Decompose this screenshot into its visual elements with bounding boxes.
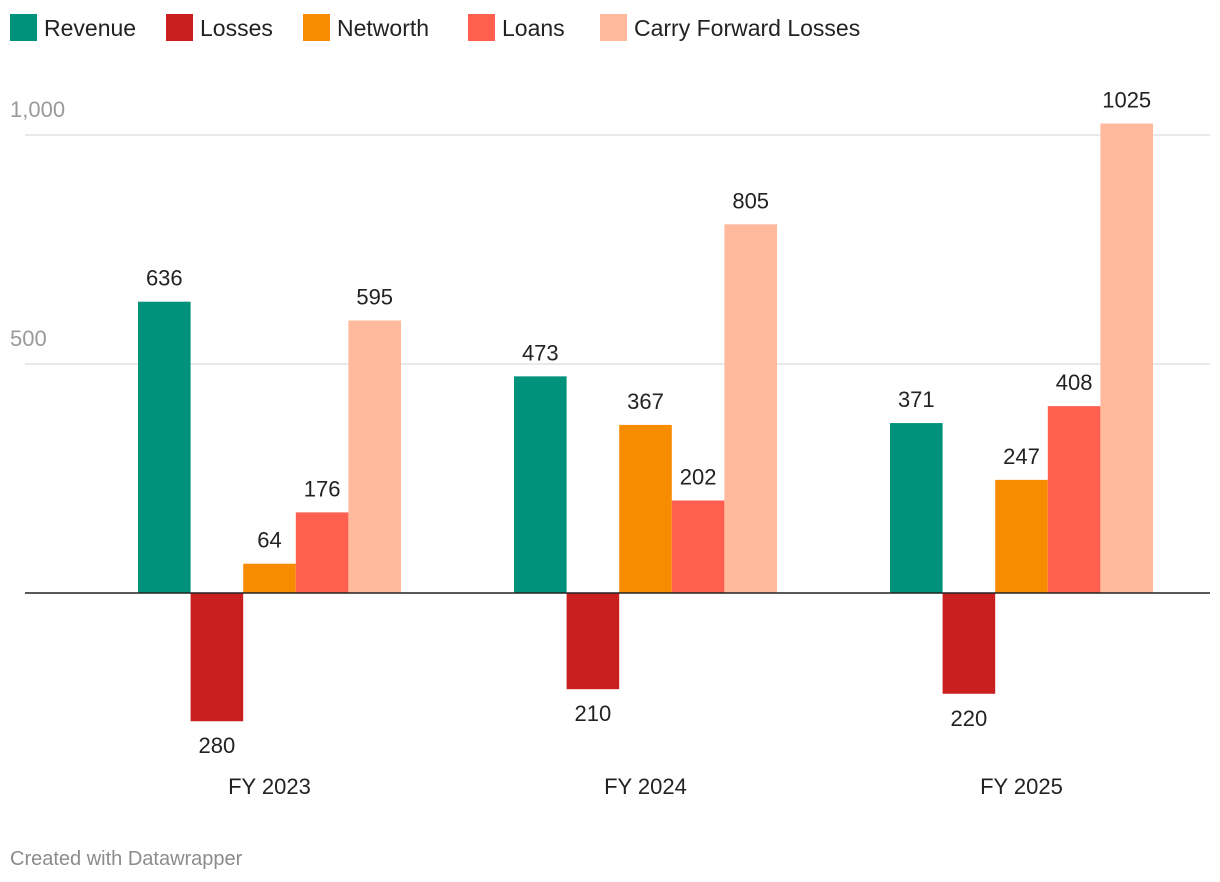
legend-label-revenue: Revenue: [44, 15, 136, 41]
value-labels: 636 280 64 176 595 473 210 367 202 805 371 220 247 40…: [146, 88, 1151, 759]
bar-revenue-2: [890, 423, 943, 593]
bar-losses-1: [566, 593, 620, 690]
value-label-carry-forward-losses-0: 595: [356, 284, 393, 309]
legend-swatch-networth: [303, 14, 330, 41]
value-label-networth-1: 367: [627, 389, 664, 414]
gridlines: 500 1,000: [10, 97, 1210, 365]
bar-networth-1: [619, 424, 672, 593]
bar-carry-forward-losses-1: [724, 224, 777, 593]
bar-losses-0: [190, 593, 244, 722]
bar-loans-1: [671, 500, 725, 593]
bar-carry-forward-losses-2: [1100, 123, 1153, 594]
bars: [138, 123, 1153, 722]
legend-swatch-loans: [468, 14, 495, 41]
value-label-loans-0: 176: [304, 476, 341, 501]
value-label-networth-0: 64: [257, 528, 281, 553]
bar-revenue-0: [138, 301, 191, 593]
legend-label-loans: Loans: [502, 15, 565, 41]
category-label-2: FY 2025: [980, 774, 1063, 799]
bar-loans-0: [295, 512, 349, 593]
bar-revenue-1: [514, 376, 567, 593]
value-label-carry-forward-losses-1: 805: [732, 188, 769, 213]
legend-swatch-carry-forward-losses: [600, 14, 627, 41]
legend-label-networth: Networth: [337, 15, 429, 41]
value-label-revenue-2: 371: [898, 387, 935, 412]
bar-loans-2: [1047, 406, 1101, 593]
legend-label-carry-forward-losses: Carry Forward Losses: [634, 15, 860, 41]
category-labels: FY 2023 FY 2024 FY 2025: [228, 774, 1063, 799]
value-label-revenue-1: 473: [522, 340, 559, 365]
value-label-losses-0: 280: [199, 733, 236, 758]
legend-swatch-losses: [166, 14, 193, 41]
value-label-loans-1: 202: [680, 464, 717, 489]
y-tick-label-1000: 1,000: [10, 97, 65, 122]
category-label-0: FY 2023: [228, 774, 311, 799]
value-label-revenue-0: 636: [146, 266, 183, 291]
bar-networth-2: [995, 479, 1048, 593]
bar-networth-0: [243, 563, 296, 593]
y-tick-label-500: 500: [10, 326, 47, 351]
value-label-losses-2: 220: [951, 706, 988, 731]
legend: Revenue Losses Networth Loans Carry Forward …: [10, 14, 860, 41]
credit-text: Created with Datawrapper: [10, 848, 243, 870]
legend-label-losses: Losses: [200, 15, 273, 41]
legend-swatch-revenue: [10, 14, 37, 41]
bar-carry-forward-losses-0: [348, 320, 401, 593]
value-label-loans-2: 408: [1056, 370, 1093, 395]
category-label-1: FY 2024: [604, 774, 687, 799]
value-label-losses-1: 210: [575, 701, 612, 726]
value-label-carry-forward-losses-2: 1025: [1102, 88, 1151, 113]
bar-losses-2: [942, 593, 996, 694]
value-label-networth-2: 247: [1003, 444, 1040, 469]
